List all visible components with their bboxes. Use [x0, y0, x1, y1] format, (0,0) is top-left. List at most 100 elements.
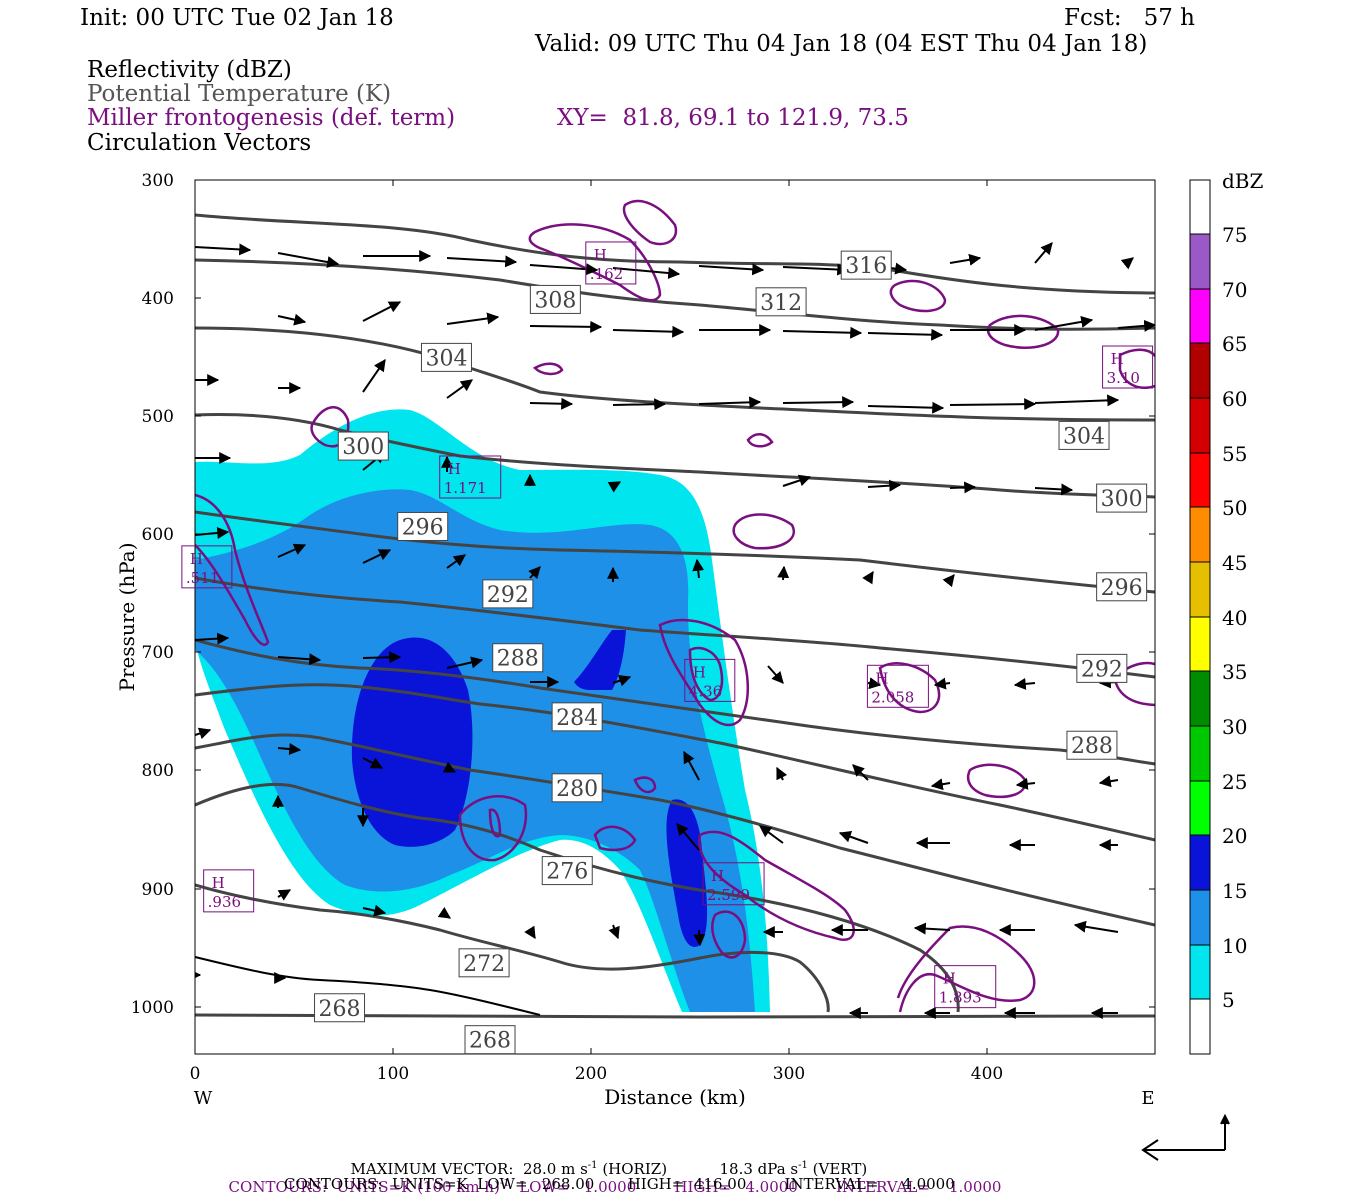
cb-55: 55 [1222, 442, 1247, 466]
cb-5: 5 [1222, 988, 1235, 1012]
frontogenesis-max-label: H1.893 [934, 965, 997, 1009]
x-tick-0: 0 [190, 1064, 201, 1084]
high-marker-letter: H [875, 669, 888, 687]
high-marker-value: 2.058 [871, 688, 914, 706]
theta-label: 276 [541, 856, 593, 886]
refl-10dbz-area [195, 489, 755, 1012]
theta-label-text: 308 [534, 288, 576, 313]
theta-contour-labels: 316 312 308 304 304 300 300 296 296 292 292 288 288 2… [314, 250, 1148, 1055]
theta-label: 284 [551, 702, 603, 732]
frontogenesis-max-label: H.162 [585, 241, 637, 285]
y-tick-600: 600 [142, 525, 174, 545]
theta-label-text: 288 [1071, 734, 1113, 759]
x-tick-200: 200 [575, 1064, 607, 1084]
theta-label-text: 304 [425, 346, 467, 371]
high-marker-value: .162 [590, 265, 623, 283]
theta-label-text: 292 [487, 583, 529, 608]
theta-label: 288 [1066, 730, 1118, 760]
x-west-label: W [194, 1088, 213, 1109]
x-axis-title: Distance (km) [604, 1085, 746, 1109]
theta-label: 292 [482, 579, 534, 609]
field-reflectivity: Reflectivity (dBZ) [87, 57, 292, 83]
x-tick-300: 300 [773, 1064, 805, 1084]
high-marker-value: .511 [186, 569, 219, 587]
theta-label-text: 316 [845, 254, 887, 279]
frontogenesis-contour-info: CONTOURS: UNITS=K (100 km h)-1 LOW= 1.00… [228, 1178, 1002, 1196]
theta-label: 280 [551, 773, 603, 803]
high-marker-value: 4.36 [689, 682, 722, 700]
high-marker-letter: H [448, 460, 461, 478]
theta-label: 288 [492, 643, 544, 673]
max-vector-line: MAXIMUM VECTOR: 28.0 m s-1 (HORIZ) 18.3 … [350, 1160, 868, 1178]
frontogenesis-max-label: H.511 [181, 545, 233, 589]
y-axis-title: Pressure (hPa) [115, 543, 139, 692]
y-tick-400: 400 [142, 289, 174, 309]
frontogenesis-max-label: H2.599 [702, 862, 765, 906]
theta-label: 304 [420, 342, 472, 372]
high-marker-letter: H [212, 874, 225, 892]
frontogenesis-max-label: H4.36 [684, 658, 736, 702]
field-vectors: Circulation Vectors [87, 130, 312, 156]
frontogenesis-max-label: H1.171 [439, 455, 502, 499]
high-marker-letter: H [190, 550, 203, 568]
high-marker-value: 3.10 [1107, 369, 1140, 387]
theta-label-text: 284 [556, 706, 598, 731]
frontogenesis-max-label: H2.058 [866, 664, 929, 708]
high-marker-letter: H [693, 663, 706, 681]
theta-label-text: 296 [402, 515, 444, 540]
high-marker-letter: H [1111, 350, 1124, 368]
theta-contour-info: CONTOURS: UNITS=K LOW= 268.00 HIGH= 416.… [284, 1175, 955, 1193]
cb-60: 60 [1222, 387, 1247, 411]
cb-35: 35 [1222, 660, 1247, 684]
high-marker-value: .936 [208, 893, 241, 911]
field-frontogenesis: Miller frontogenesis (def. term) [87, 105, 456, 131]
theta-label-text: 300 [342, 435, 384, 460]
theta-label-text: 300 [1101, 487, 1143, 512]
high-marker-value: 2.599 [707, 886, 750, 904]
theta-label-text: 268 [319, 997, 361, 1022]
theta-label: 300 [337, 431, 389, 461]
cb-50: 50 [1222, 496, 1247, 520]
theta-label: 300 [1096, 483, 1148, 513]
colorbar [1189, 179, 1211, 1055]
cb-75: 75 [1222, 223, 1247, 247]
cb-30: 30 [1222, 715, 1247, 739]
theta-268-contour [195, 956, 541, 1016]
y-tick-900: 900 [142, 880, 174, 900]
x-east-label: E [1141, 1088, 1154, 1109]
theta-label: 272 [458, 948, 510, 978]
frontogenesis-maxima-labels: H.162H3.10H1.171H.511H4.36H2.058H2.599H.… [181, 241, 1154, 1009]
circulation-vectors [195, 242, 1155, 1019]
theta-label: 268 [314, 993, 366, 1023]
reference-vector-icon [1141, 1113, 1230, 1161]
theta-label: 296 [1096, 572, 1148, 602]
frontogenesis-max-label: H3.10 [1102, 345, 1154, 389]
theta-label: 312 [755, 287, 807, 317]
y-tick-labels: 300 400 500 600 700 800 900 1000 [131, 171, 174, 1018]
theta-label-text: 280 [556, 777, 598, 802]
cb-10: 10 [1222, 934, 1247, 958]
theta-label-text: 272 [463, 952, 505, 977]
forecast-hour: Fcst: 57 h [1064, 5, 1195, 31]
high-marker-letter: H [943, 970, 956, 988]
x-tick-labels: 0 100 200 300 400 W E Distance (km) [190, 1064, 1155, 1109]
high-marker-value: 1.893 [939, 989, 982, 1007]
theta-label-text: 312 [760, 291, 802, 316]
cb-25: 25 [1222, 770, 1247, 794]
theta-label: 308 [529, 284, 581, 314]
frontogenesis-max-label: H.936 [203, 869, 255, 913]
theta-label: 296 [397, 511, 449, 541]
refl-15dbz-area-3 [666, 799, 708, 947]
x-tick-400: 400 [971, 1064, 1003, 1084]
y-tick-700: 700 [142, 643, 174, 663]
high-marker-letter: H [711, 867, 724, 885]
x-tick-100: 100 [377, 1064, 409, 1084]
high-marker-value: 1.171 [444, 479, 487, 497]
theta-label: 304 [1058, 420, 1110, 450]
colorbar-unit: dBZ [1222, 169, 1264, 193]
theta-label-text: 292 [1081, 657, 1123, 682]
y-tick-1000: 1000 [131, 998, 174, 1018]
theta-label-text: 268 [469, 1029, 511, 1054]
theta-label-text: 304 [1063, 424, 1105, 449]
